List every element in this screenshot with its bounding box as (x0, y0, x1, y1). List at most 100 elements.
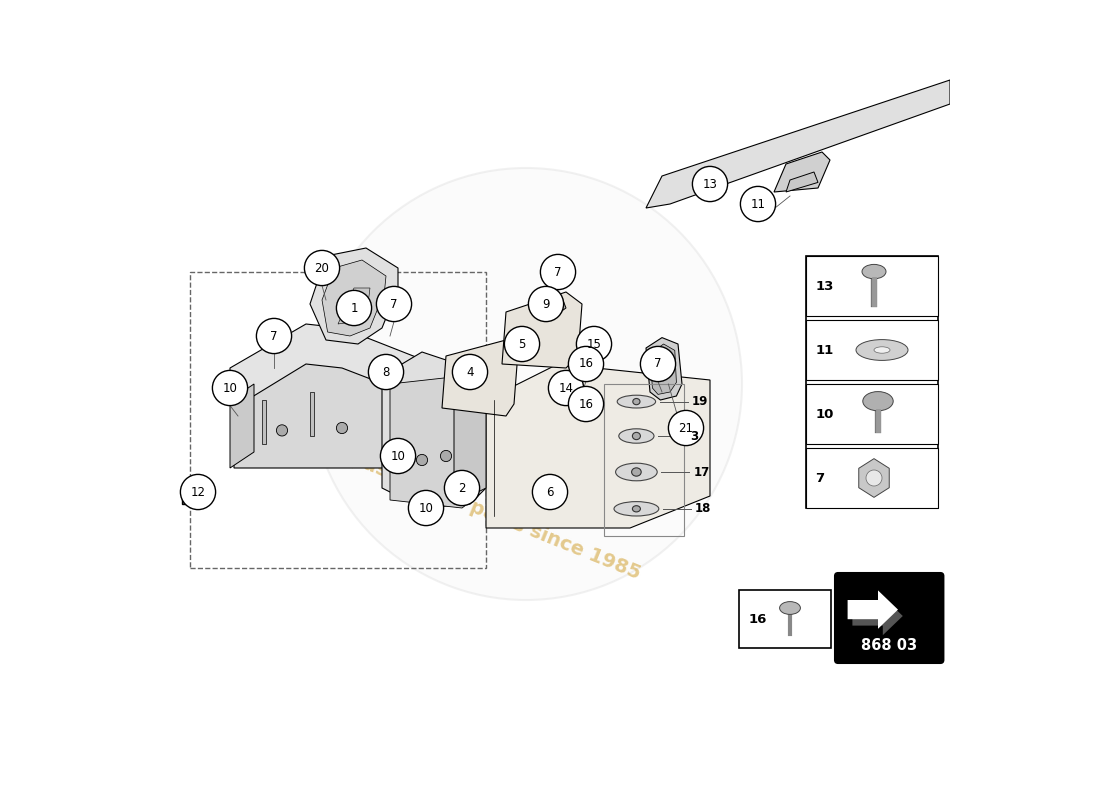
Ellipse shape (631, 468, 641, 476)
Polygon shape (646, 80, 950, 208)
Polygon shape (582, 342, 600, 358)
Polygon shape (542, 296, 566, 314)
Text: a passion for parts since 1985: a passion for parts since 1985 (329, 441, 644, 583)
FancyBboxPatch shape (806, 256, 938, 316)
Text: 5: 5 (518, 338, 526, 350)
Text: 2: 2 (459, 482, 465, 494)
FancyBboxPatch shape (835, 573, 944, 663)
Text: 1: 1 (350, 302, 358, 314)
Polygon shape (852, 597, 903, 635)
Polygon shape (322, 260, 386, 336)
Text: 21: 21 (679, 422, 693, 434)
Text: 3: 3 (690, 430, 698, 442)
Ellipse shape (632, 506, 640, 512)
Circle shape (640, 346, 675, 382)
Circle shape (452, 354, 487, 390)
Circle shape (417, 454, 428, 466)
Text: 10: 10 (222, 382, 238, 394)
Polygon shape (234, 364, 466, 468)
Circle shape (337, 422, 348, 434)
Ellipse shape (856, 339, 908, 360)
Text: 17: 17 (693, 466, 710, 478)
Text: 8: 8 (383, 366, 389, 378)
FancyBboxPatch shape (739, 590, 830, 648)
Polygon shape (454, 392, 486, 504)
Ellipse shape (616, 463, 657, 481)
Circle shape (368, 354, 404, 390)
Text: 10: 10 (390, 450, 406, 462)
Circle shape (532, 474, 568, 510)
Text: 7: 7 (654, 358, 662, 370)
Polygon shape (310, 248, 398, 344)
Polygon shape (650, 344, 676, 394)
Circle shape (337, 290, 372, 326)
Text: 10: 10 (815, 407, 834, 421)
Circle shape (540, 254, 575, 290)
Ellipse shape (617, 395, 656, 408)
Circle shape (576, 326, 612, 362)
Circle shape (569, 386, 604, 422)
Circle shape (866, 470, 882, 486)
Circle shape (408, 490, 443, 526)
Circle shape (569, 346, 604, 382)
Text: 7: 7 (815, 471, 825, 485)
Polygon shape (262, 400, 266, 444)
Text: 16: 16 (579, 398, 594, 410)
Ellipse shape (862, 391, 893, 411)
Polygon shape (646, 338, 682, 400)
Text: 4: 4 (466, 366, 474, 378)
Polygon shape (230, 384, 254, 468)
Text: 14: 14 (559, 382, 573, 394)
Circle shape (310, 168, 742, 600)
Text: 12: 12 (190, 486, 206, 498)
FancyBboxPatch shape (182, 491, 199, 504)
Circle shape (669, 410, 704, 446)
Circle shape (440, 450, 452, 462)
Polygon shape (310, 392, 314, 436)
Polygon shape (786, 172, 818, 192)
Text: 6: 6 (547, 486, 553, 498)
Text: 16: 16 (579, 358, 594, 370)
Circle shape (740, 186, 776, 222)
Circle shape (305, 250, 340, 286)
Circle shape (505, 326, 540, 362)
Text: 15: 15 (586, 338, 602, 350)
Polygon shape (486, 364, 710, 528)
Circle shape (276, 425, 287, 436)
Polygon shape (502, 292, 582, 368)
Circle shape (180, 474, 216, 510)
Ellipse shape (619, 429, 654, 443)
Ellipse shape (780, 602, 801, 614)
Circle shape (376, 286, 411, 322)
FancyBboxPatch shape (806, 448, 938, 508)
Text: 20: 20 (315, 262, 329, 274)
Polygon shape (390, 376, 478, 508)
Polygon shape (560, 380, 578, 396)
Text: 9: 9 (542, 298, 550, 310)
Ellipse shape (614, 502, 659, 516)
Ellipse shape (632, 432, 640, 440)
Polygon shape (230, 324, 470, 436)
Circle shape (528, 286, 563, 322)
FancyBboxPatch shape (806, 320, 938, 380)
FancyBboxPatch shape (806, 384, 938, 444)
Circle shape (212, 370, 248, 406)
Text: 13: 13 (703, 178, 717, 190)
Text: 13: 13 (815, 279, 834, 293)
Polygon shape (338, 288, 370, 324)
Text: 18: 18 (695, 502, 712, 515)
Ellipse shape (874, 347, 890, 354)
Circle shape (256, 318, 292, 354)
Text: 7: 7 (271, 330, 277, 342)
Polygon shape (442, 340, 518, 416)
Polygon shape (374, 368, 390, 383)
Circle shape (549, 370, 584, 406)
Text: 11: 11 (750, 198, 766, 210)
Circle shape (692, 166, 727, 202)
Text: 11: 11 (815, 343, 834, 357)
Polygon shape (774, 152, 830, 192)
Text: 7: 7 (390, 298, 398, 310)
Text: 10: 10 (419, 502, 433, 514)
Text: 868 03: 868 03 (861, 638, 917, 653)
Circle shape (444, 470, 480, 506)
